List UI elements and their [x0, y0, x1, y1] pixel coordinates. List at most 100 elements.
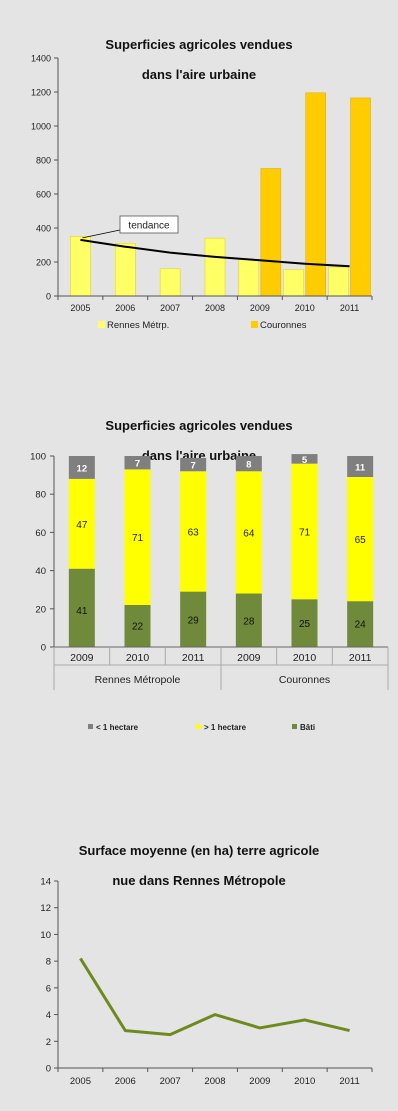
segment-plus-1ha	[235, 471, 262, 594]
x-tick-label: 2010	[293, 652, 317, 664]
x-tick-label: 2006	[115, 303, 135, 313]
data-label: 24	[355, 620, 367, 631]
y-tick-label: 400	[36, 224, 51, 234]
y-tick-label: 1400	[31, 54, 51, 64]
segment-moins-1ha	[347, 456, 374, 478]
y-tick-label: 40	[35, 566, 46, 577]
chart-title-line: Superficies agricoles vendues	[105, 418, 293, 433]
data-label: 12	[77, 463, 88, 474]
segment-moins-1ha	[235, 456, 262, 472]
data-label: 11	[355, 463, 366, 474]
data-label: 41	[76, 606, 88, 617]
x-tick-label: 2009	[249, 1076, 270, 1087]
bar-rennes	[159, 268, 181, 297]
legend-swatch	[88, 724, 93, 729]
trend-label: tendance	[128, 221, 170, 232]
x-tick-label: 2006	[115, 1076, 136, 1087]
y-tick-label: 200	[36, 258, 51, 268]
legend-label-rennes: Rennes Métrp.	[107, 320, 169, 331]
chart-title: Superficies agricoles vendues dans l'air…	[0, 22, 398, 97]
y-tick-label: 4	[46, 1010, 51, 1021]
x-tick-label: 2009	[70, 652, 94, 664]
chart-title-line: nue dans Rennes Métropole	[112, 873, 286, 888]
data-label: 71	[299, 527, 311, 538]
y-tick-label: 0	[41, 643, 46, 654]
segment-plus-1ha	[68, 478, 95, 569]
x-tick-label: 2008	[205, 303, 225, 313]
data-label: 64	[243, 528, 255, 539]
x-group-label: Rennes Métropole	[95, 674, 181, 686]
data-label: 28	[243, 617, 255, 628]
segment-moins-1ha	[180, 457, 207, 472]
segment-bati	[68, 568, 95, 647]
stacked-bar-chart: 0 20 40 60 80 100 41 47 12 22 71 7 29 63 7 28 64 8 25 71 5 24…	[30, 452, 389, 732]
bar-rennes	[283, 269, 304, 297]
segment-plus-1ha	[291, 463, 318, 600]
bar-rennes	[238, 259, 260, 297]
average-line-chart: 0 2 4 6 8 10 12 14 2005 2006 2007 2008 2009 2010 2011	[40, 877, 373, 1087]
trend-label-leader	[82, 229, 121, 239]
series-line	[79, 957, 350, 1037]
data-label: 5	[302, 455, 308, 466]
legend-swatch	[196, 724, 201, 729]
chart-panel-stacked: Superficies agricoles vendues dans l'air…	[0, 395, 398, 755]
y-tick-label: 100	[30, 452, 46, 463]
segment-plus-1ha	[124, 469, 151, 605]
segment-bati	[124, 604, 151, 647]
legend-swatch	[292, 724, 297, 729]
legend-label: > 1 hectare	[204, 723, 247, 732]
y-tick-label: 14	[40, 877, 51, 888]
y-tick-label: 2	[46, 1037, 51, 1048]
y-tick-label: 60	[35, 528, 46, 539]
y-tick-label: 600	[36, 190, 51, 200]
x-group-label: Couronnes	[279, 674, 330, 686]
y-tick-label: 0	[46, 1064, 51, 1075]
x-tick-label: 2009	[237, 652, 261, 664]
data-label: 29	[188, 616, 200, 627]
bar-rennes	[115, 243, 136, 297]
y-tick-label: 1200	[31, 88, 51, 98]
y-tick-label: 8	[46, 957, 51, 968]
x-tick-label: 2011	[339, 1076, 359, 1087]
x-tick-label: 2007	[160, 303, 180, 313]
data-label: 47	[76, 520, 88, 531]
chart-panel-average: Surface moyenne (en ha) terre agricole n…	[0, 815, 398, 1111]
data-label: 25	[299, 619, 311, 630]
segment-bati	[180, 591, 207, 647]
trend-label-box	[119, 215, 179, 234]
y-tick-label: 6	[46, 983, 51, 994]
legend-label: Bâti	[300, 723, 315, 732]
x-tick-label: 2005	[70, 303, 90, 313]
segment-bati	[291, 599, 318, 647]
y-tick-label: 800	[36, 156, 51, 166]
bar-rennes	[204, 237, 226, 297]
y-tick-label: 12	[40, 903, 51, 914]
segment-plus-1ha	[347, 477, 374, 602]
x-tick-label: 2010	[126, 652, 150, 664]
y-tick-label: 10	[40, 930, 51, 941]
y-tick-label: 80	[35, 490, 46, 501]
x-tick-label: 2005	[70, 1076, 91, 1087]
data-label: 8	[246, 460, 251, 471]
chart-title-line: dans l'aire urbaine	[141, 67, 257, 82]
chart-panel-sales: Superficies agricoles vendues dans l'air…	[0, 0, 398, 340]
bar-couronnes	[260, 168, 282, 297]
segment-plus-1ha	[180, 471, 207, 592]
segment-moins-1ha	[291, 454, 318, 464]
chart-title-line: Surface moyenne (en ha) terre agricole	[78, 843, 320, 858]
x-tick-label: 2011	[182, 652, 205, 664]
data-label: 22	[132, 621, 144, 632]
chart-title-line: Superficies agricoles vendues	[105, 37, 293, 52]
data-label: 71	[132, 533, 144, 544]
chart-title: Surface moyenne (en ha) terre agricole n…	[0, 828, 398, 903]
segment-moins-1ha	[68, 456, 95, 479]
x-tick-label: 2007	[160, 1076, 181, 1087]
data-label: 65	[355, 535, 367, 546]
x-tick-label: 2010	[294, 1076, 315, 1087]
segment-bati	[347, 601, 374, 647]
x-tick-label: 2008	[204, 1076, 225, 1087]
data-label: 7	[135, 459, 140, 470]
x-tick-label: 2011	[340, 303, 359, 313]
y-tick-label: 1000	[31, 122, 51, 132]
data-label: 7	[191, 461, 196, 472]
